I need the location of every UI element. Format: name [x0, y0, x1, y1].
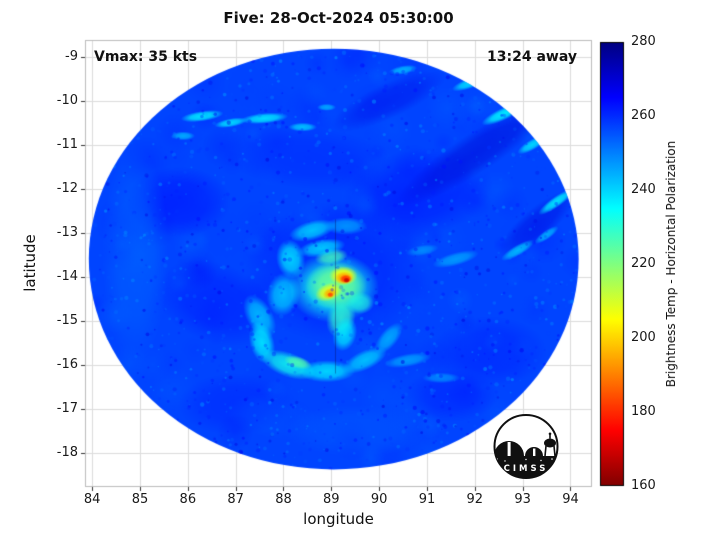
plot-title: Five: 28-Oct-2024 05:30:00: [223, 9, 454, 27]
colorbar-tick-label: 200: [631, 330, 656, 345]
tower-legs: [544, 434, 556, 457]
x-tick-label: 86: [179, 492, 197, 507]
colorbar-tick-label: 220: [631, 256, 656, 271]
y-tick-label: -14: [56, 268, 78, 284]
x-tick-label: 91: [418, 492, 436, 507]
y-tick-label: -18: [56, 444, 78, 460]
cimss-logo: CIMSS: [493, 414, 559, 479]
x-tick-label: 94: [562, 492, 579, 507]
x-axis-label: longitude: [303, 510, 374, 528]
colorbar-tick-label: 240: [631, 182, 656, 197]
colorbar-tick-label: 280: [631, 34, 656, 49]
dome-slit: [507, 442, 511, 456]
y-axis-label: latitude: [21, 234, 39, 292]
antenna-dot: [548, 432, 552, 436]
y-tick-label: -12: [56, 180, 78, 196]
x-tick-label: 87: [227, 492, 244, 507]
water-tower-icon: [544, 438, 556, 448]
colorbar-tick-label: 160: [631, 478, 656, 493]
time-away-annotation: 13:24 away: [487, 49, 577, 65]
colorbar-tick-label: 260: [631, 108, 656, 123]
vmax-annotation: Vmax: 35 kts: [94, 49, 198, 65]
y-tick-label: -17: [56, 400, 78, 416]
y-tick-label: -16: [56, 356, 78, 372]
x-tick-label: 92: [466, 492, 484, 507]
y-tick-label: -10: [56, 92, 78, 108]
y-tick-label: -9: [65, 48, 78, 64]
y-tick-label: -15: [56, 312, 78, 328]
x-tick-label: 84: [83, 492, 101, 507]
logo-text: CIMSS: [504, 464, 549, 474]
y-tick-label: -11: [56, 136, 78, 152]
x-tick-label: 85: [131, 492, 149, 507]
x-tick-label: 90: [370, 492, 388, 507]
colorbar-tick-label: 180: [631, 404, 656, 419]
x-tick-label: 89: [323, 492, 340, 507]
logo-band: [494, 456, 558, 478]
x-tick-label: 93: [514, 492, 531, 507]
y-tick-label: -13: [56, 224, 78, 240]
small-dome-slit: [533, 448, 536, 456]
x-tick-label: 88: [275, 492, 292, 507]
